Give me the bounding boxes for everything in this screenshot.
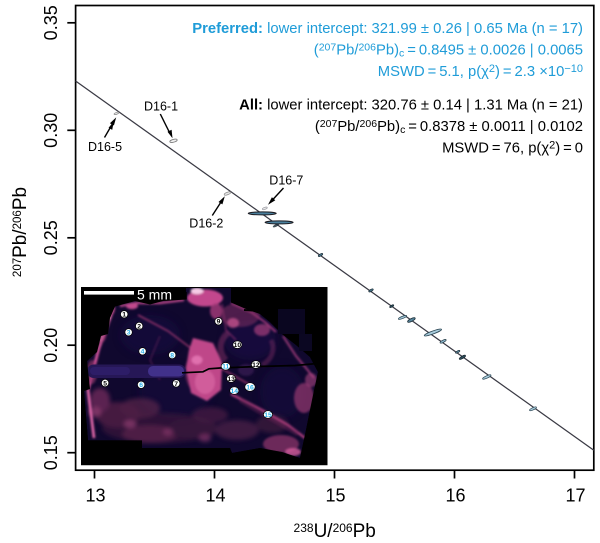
svg-text:13: 13 — [227, 376, 235, 383]
svg-text:13: 13 — [85, 486, 105, 506]
svg-text:D16-7: D16-7 — [269, 174, 303, 188]
svg-text:15: 15 — [264, 412, 272, 419]
svg-text:5: 5 — [103, 380, 107, 387]
svg-text:MSWD = 5.1, p(χ2) = 2.3 ×10−10: MSWD = 5.1, p(χ2) = 2.3 ×10−10 — [378, 63, 583, 80]
svg-text:7: 7 — [174, 381, 178, 388]
svg-text:17: 17 — [565, 486, 585, 506]
svg-text:16: 16 — [246, 384, 254, 391]
svg-text:15: 15 — [325, 486, 345, 506]
svg-text:14: 14 — [231, 388, 239, 395]
svg-text:16: 16 — [445, 486, 465, 506]
svg-text:238U/206Pb: 238U/206Pb — [294, 521, 376, 542]
svg-text:2: 2 — [137, 323, 141, 330]
svg-text:207Pb/206Pb: 207Pb/206Pb — [10, 187, 31, 277]
svg-text:D16-5: D16-5 — [88, 140, 122, 154]
svg-text:10: 10 — [234, 342, 242, 349]
svg-text:All: lower intercept: 320.76 ±: All: lower intercept: 320.76 ± 0.14 | 1.… — [239, 98, 583, 114]
svg-text:(207Pb/206Pb)c = 0.8495 ± 0.00: (207Pb/206Pb)c = 0.8495 ± 0.0026 | 0.006… — [314, 42, 583, 59]
svg-text:D16-2: D16-2 — [189, 217, 223, 231]
svg-text:0.25: 0.25 — [41, 220, 61, 255]
svg-text:0.30: 0.30 — [41, 113, 61, 148]
svg-text:4: 4 — [141, 349, 145, 356]
svg-text:6: 6 — [139, 382, 143, 389]
svg-text:MSWD = 76, p(χ2) = 0: MSWD = 76, p(χ2) = 0 — [442, 140, 583, 157]
svg-text:D16-1: D16-1 — [144, 100, 178, 114]
svg-text:12: 12 — [252, 362, 260, 369]
svg-text:11: 11 — [222, 364, 229, 371]
svg-text:5 mm: 5 mm — [137, 287, 172, 303]
svg-text:(207Pb/206Pb)c = 0.8378 ± 0.00: (207Pb/206Pb)c = 0.8378 ± 0.0011 | 0.010… — [315, 118, 583, 135]
svg-text:8: 8 — [170, 352, 174, 359]
svg-text:1: 1 — [122, 312, 126, 319]
svg-text:3: 3 — [127, 330, 131, 337]
svg-text:0.15: 0.15 — [41, 435, 61, 470]
svg-text:Preferred: lower intercept: 32: Preferred: lower intercept: 321.99 ± 0.2… — [192, 21, 583, 37]
svg-text:9: 9 — [217, 319, 221, 326]
svg-text:0.20: 0.20 — [41, 328, 61, 363]
svg-text:0.35: 0.35 — [41, 5, 61, 40]
svg-text:14: 14 — [205, 486, 225, 506]
